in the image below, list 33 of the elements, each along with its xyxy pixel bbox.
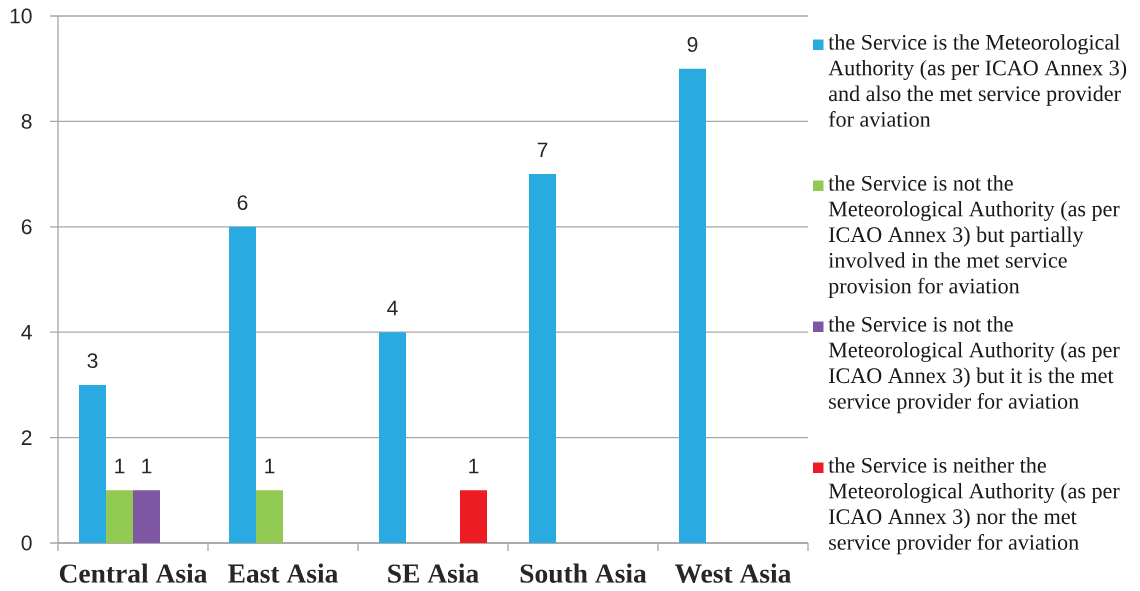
bar <box>379 332 407 543</box>
bar <box>256 490 284 543</box>
x-tick-label: Central Asia <box>59 563 208 583</box>
data-label: 7 <box>537 142 548 158</box>
bar <box>133 490 161 543</box>
y-tick-label: 2 <box>21 430 32 445</box>
bar <box>679 68 707 543</box>
data-label: 4 <box>387 300 398 316</box>
y-tick-label: 0 <box>21 535 32 551</box>
x-tick-label: West Asia <box>674 563 791 584</box>
x-tick-label: South Asia <box>520 563 647 583</box>
bar <box>529 174 557 543</box>
legend-label: the Service is not the Meteorological Authority (as per ICAO Annex 3) but partially involved in the met service provision for aviation <box>828 175 1120 299</box>
bar <box>106 490 134 543</box>
data-label: 1 <box>265 458 275 474</box>
bar <box>229 226 257 543</box>
y-tick-label: 8 <box>21 113 32 129</box>
x-tick-label: SE Asia <box>388 563 479 583</box>
data-label: 1 <box>115 458 125 474</box>
data-label: 1 <box>469 458 479 474</box>
y-tick-label: 6 <box>21 219 32 235</box>
legend-label: the Service is not the Meteorological Authority (as per ICAO Annex 3) but it is the met service provider for aviation <box>828 316 1120 414</box>
data-label: 6 <box>237 195 248 210</box>
y-tick-label: 4 <box>21 324 32 340</box>
data-label: 1 <box>142 458 152 474</box>
legend-label: the Service is neither the Meteorological Authority (as per ICAO Annex 3) nor the met service provider for aviation <box>828 457 1120 555</box>
data-label: 3 <box>87 353 98 369</box>
bar <box>460 490 488 543</box>
data-label: 9 <box>687 37 698 52</box>
legend-label: the Service is the Meteorological Authority (as per ICAO Annex 3) and also the met service provider for aviation <box>828 34 1127 127</box>
y-tick-label: 10 <box>10 8 32 24</box>
x-tick-label: East Asia <box>228 563 338 583</box>
bar <box>79 384 107 543</box>
